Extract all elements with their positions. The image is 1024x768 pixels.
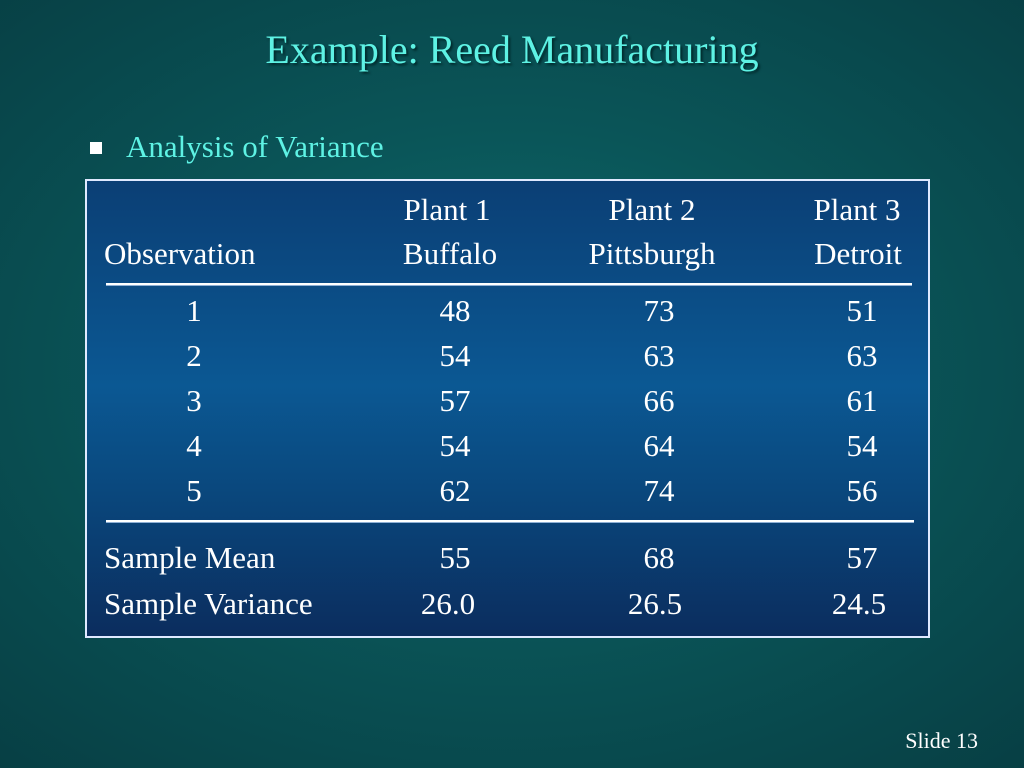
observation-number: 1 — [186, 293, 202, 328]
plant-2-variance: 26.5 — [627, 586, 683, 621]
observation-number: 3 — [186, 383, 202, 418]
plant-2-value: 64 — [643, 428, 675, 463]
summary-label: Sample Variance — [104, 586, 313, 621]
plant-1-variance: 26.0 — [420, 586, 476, 621]
observation-number: 2 — [186, 338, 202, 373]
slide-title: Example: Reed Manufacturing — [265, 27, 759, 72]
header-buffalo: Buffalo — [402, 236, 498, 271]
plant-2-value: 66 — [643, 383, 675, 418]
summary-label: Sample Mean — [104, 540, 276, 575]
plant-2-value: 74 — [643, 473, 675, 508]
anova-table — [85, 179, 930, 638]
plant-1-mean: 55 — [439, 540, 471, 575]
observation-number: 5 — [186, 473, 202, 508]
plant-2-value: 63 — [643, 338, 675, 373]
bullet-text: Analysis of Variance — [126, 129, 384, 164]
plant-1-value: 62 — [439, 473, 471, 508]
plant-1-value: 54 — [439, 428, 471, 463]
plant-1-value: 48 — [439, 293, 471, 328]
header-plant-3: Plant 3 — [813, 192, 901, 227]
header-rule — [106, 283, 912, 286]
header-detroit: Detroit — [814, 236, 902, 271]
slide-number: Slide 13 — [905, 728, 978, 753]
header-plant-2: Plant 2 — [608, 192, 696, 227]
summary-rule — [106, 520, 914, 523]
plant-3-value: 61 — [846, 383, 878, 418]
bullet-item: Analysis of Variance — [90, 127, 384, 167]
header-observation: Observation — [104, 236, 256, 271]
observation-number: 4 — [186, 428, 202, 463]
plant-3-variance: 24.5 — [831, 586, 887, 621]
plant-1-value: 54 — [439, 338, 471, 373]
plant-1-value: 57 — [439, 383, 471, 418]
plant-2-mean: 68 — [643, 540, 675, 575]
plant-3-value: 51 — [846, 293, 878, 328]
header-plant-1: Plant 1 — [403, 192, 491, 227]
plant-3-value: 54 — [846, 428, 878, 463]
plant-2-value: 73 — [643, 293, 675, 328]
plant-3-value: 56 — [846, 473, 878, 508]
header-pittsburgh: Pittsburgh — [588, 236, 716, 271]
plant-3-value: 63 — [846, 338, 878, 373]
square-bullet-icon — [90, 142, 102, 154]
plant-3-mean: 57 — [846, 540, 878, 575]
